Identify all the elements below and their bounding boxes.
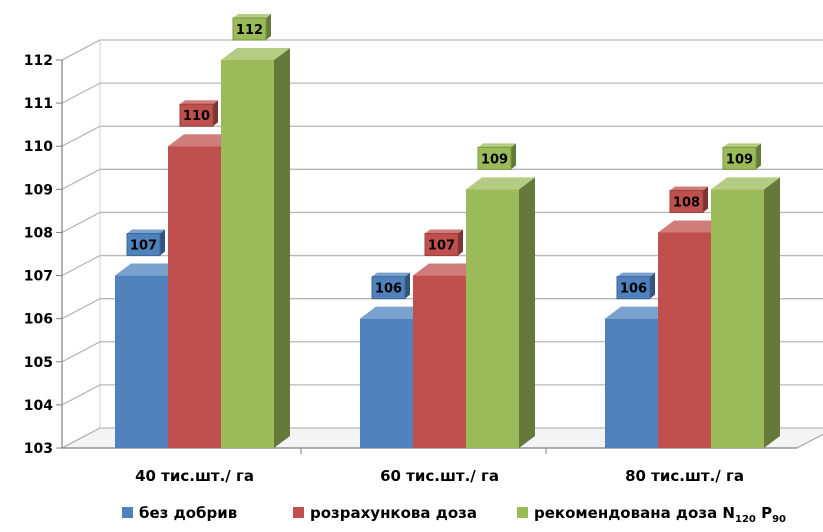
data-label-top: [180, 100, 218, 105]
data-label-top: [723, 143, 761, 148]
data-labels: 107 110 112 106 107 109 106 108 109: [126, 14, 761, 300]
data-label-top: [670, 186, 708, 191]
data-label: 110: [183, 109, 210, 124]
data-label-side: [213, 100, 218, 127]
data-label: 109: [726, 152, 753, 167]
data-label-side: [405, 272, 410, 299]
data-label: 107: [428, 239, 455, 254]
bar-top: [466, 177, 535, 190]
y-tick-label: 103: [24, 441, 53, 457]
data-label: 112: [236, 23, 263, 38]
y-tick-label: 112: [24, 53, 53, 69]
gridline: [61, 341, 823, 363]
y-tick-label: 109: [24, 182, 53, 198]
data-label-box: [371, 276, 406, 300]
bars: [115, 48, 780, 449]
y-tick-label: 108: [24, 225, 53, 241]
bar: [168, 146, 221, 448]
bar-side: [274, 48, 290, 448]
data-label-box: [126, 233, 161, 257]
data-label-side: [266, 14, 271, 40]
gridline: [61, 427, 823, 449]
bar-top: [168, 134, 237, 147]
y-tick-label: 105: [24, 355, 53, 371]
y-tick-label: 107: [24, 269, 53, 285]
x-tick-label: 60 тис.шт./ га: [380, 467, 499, 485]
data-label: 108: [673, 195, 700, 210]
bar-top: [413, 263, 482, 276]
bar-side: [519, 177, 535, 449]
legend-label: рекомендована доза N120 P90: [534, 504, 786, 525]
bar: [115, 275, 168, 448]
data-label-box: [616, 276, 651, 300]
axes: 103 104 105 106 107 108 109 110 111 112 40 тис.шт.…: [24, 53, 797, 485]
data-label-box: [669, 189, 704, 213]
data-label: 106: [375, 282, 402, 297]
gridline: [61, 298, 823, 320]
legend-swatch: [293, 507, 304, 518]
legend-swatch: [517, 507, 528, 518]
bar-top: [658, 220, 727, 233]
data-label-side: [756, 143, 761, 170]
bar: [658, 232, 711, 448]
legend-swatch: [122, 507, 133, 518]
data-label-box: [232, 17, 267, 41]
bar-top: [605, 306, 674, 319]
x-tick-label: 80 тис.шт./ га: [625, 467, 744, 485]
data-label-top: [233, 14, 271, 18]
bar: [605, 318, 658, 448]
data-label-top: [478, 143, 516, 148]
data-label: 109: [481, 152, 508, 167]
gridline: [61, 254, 823, 277]
bar-side: [764, 177, 780, 449]
data-label-side: [458, 229, 463, 256]
bar-top: [360, 306, 429, 319]
gridline: [61, 384, 823, 406]
data-label-side: [650, 272, 655, 299]
data-label-top: [127, 229, 165, 234]
bar-top: [711, 177, 780, 190]
data-label: 107: [130, 239, 157, 254]
legend: без добрив розрахункова доза рекомендована…: [122, 504, 786, 525]
data-label-box: [179, 103, 214, 127]
bar: [466, 189, 519, 449]
data-label-side: [160, 229, 165, 256]
data-label: 106: [620, 282, 647, 297]
data-label-side: [703, 186, 708, 213]
legend-label: розрахункова доза: [310, 504, 477, 522]
data-label-top: [372, 272, 410, 277]
y-tick-label: 110: [24, 139, 53, 155]
data-label-box: [722, 146, 757, 170]
side-wall: [61, 39, 101, 449]
bar: [360, 318, 413, 448]
bar-top: [221, 48, 290, 60]
legend-label: без добрив: [139, 504, 237, 522]
data-label-top: [617, 272, 655, 277]
data-label-side: [511, 143, 516, 170]
y-tick-label: 111: [24, 96, 53, 112]
bar: [221, 60, 274, 448]
gridline: [61, 125, 823, 147]
x-tick-label: 40 тис.шт./ га: [135, 467, 254, 485]
data-label-top: [425, 229, 463, 234]
gridline: [61, 168, 823, 190]
gridline: [61, 82, 823, 104]
bar: [413, 275, 466, 448]
y-tick-label: 104: [24, 398, 53, 414]
data-label-box: [424, 233, 459, 257]
gridline: [61, 211, 823, 234]
bar: [711, 189, 764, 449]
y-tick-label: 106: [24, 312, 53, 328]
gridline: [61, 39, 823, 61]
data-label-box: [477, 146, 512, 170]
bar-top: [115, 263, 184, 276]
